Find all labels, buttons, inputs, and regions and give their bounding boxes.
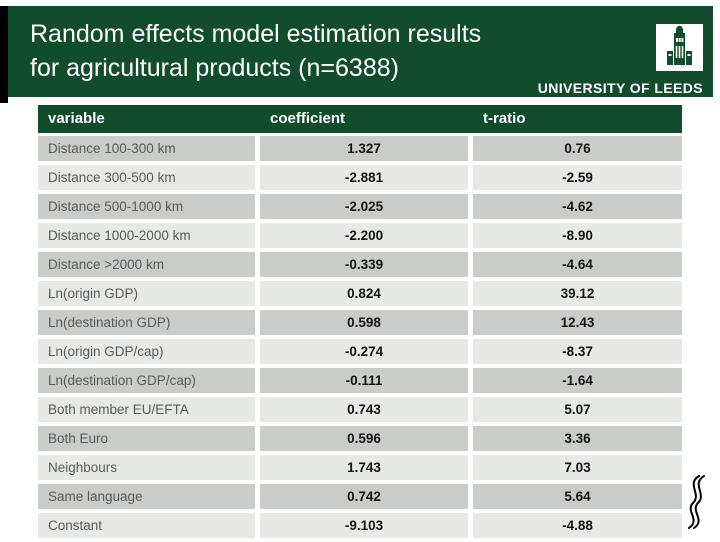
coefficient-cell: -2.200 [260,223,468,248]
t-ratio-cell: 39.12 [473,281,682,306]
coefficient-cell: -2.025 [260,194,468,219]
t-ratio-cell: -4.88 [473,513,682,538]
logo-text: UNIVERSITY OF LEEDS [537,80,703,96]
coefficient-cell: -0.111 [260,368,468,393]
variable-cell: Both Euro [38,426,255,451]
coefficient-cell: -0.339 [260,252,468,277]
table-row: Ln(destination GDP/cap) -0.111 -1.64 [38,368,682,393]
slide-title-line1: Random effects model estimation results [30,20,482,48]
double-s-flourish-icon [688,475,705,529]
variable-cell: Distance 100-300 km [38,136,255,161]
t-ratio-cell: -4.62 [473,194,682,219]
variable-cell: Ln(destination GDP/cap) [38,368,255,393]
t-ratio-cell: -1.64 [473,368,682,393]
university-logo: UNIVERSITY OF LEEDS [538,24,703,96]
table-header-row: variable coefficient t-ratio [38,105,682,133]
table-row: Same language 0.742 5.64 [38,484,682,509]
table-row: Both Euro 0.596 3.36 [38,426,682,451]
table-row: Ln(origin GDP/cap) -0.274 -8.37 [38,339,682,364]
table-row: Distance 300-500 km -2.881 -2.59 [38,165,682,190]
column-header-variable: variable [48,110,105,127]
t-ratio-cell: 12.43 [473,310,682,335]
table-row: Distance 1000-2000 km -2.200 -8.90 [38,223,682,248]
t-ratio-cell: -2.59 [473,165,682,190]
table-row: Ln(destination GDP) 0.598 12.43 [38,310,682,335]
title-banner: Random effects model estimation results … [8,6,713,97]
table-row: Distance 500-1000 km -2.025 -4.62 [38,194,682,219]
table-row: Both member EU/EFTA 0.743 5.07 [38,397,682,422]
coefficient-cell: 1.327 [260,136,468,161]
t-ratio-cell: 5.64 [473,484,682,509]
table-body: Distance 100-300 km 1.327 0.76 Distance 300… [38,136,682,538]
variable-cell: Distance >2000 km [38,252,255,277]
t-ratio-cell: -4.64 [473,252,682,277]
t-ratio-cell: 0.76 [473,136,682,161]
coefficient-cell: -2.881 [260,165,468,190]
t-ratio-cell: -8.37 [473,339,682,364]
coefficient-cell: 1.743 [260,455,468,480]
coefficient-cell: 0.742 [260,484,468,509]
coefficient-cell: 0.598 [260,310,468,335]
t-ratio-cell: 7.03 [473,455,682,480]
slide-title-line2: for agricultural products (n=6388) [30,54,399,82]
variable-cell: Constant [38,513,255,538]
leeds-tower-icon [656,24,703,71]
t-ratio-cell: -8.90 [473,223,682,248]
coefficient-cell: 0.824 [260,281,468,306]
t-ratio-cell: 5.07 [473,397,682,422]
results-table: variable coefficient t-ratio Distance 10… [38,105,682,542]
left-accent-bar [0,6,8,103]
variable-cell: Ln(destination GDP) [38,310,255,335]
variable-cell: Ln(origin GDP/cap) [38,339,255,364]
variable-cell: Neighbours [38,455,255,480]
table-row: Distance >2000 km -0.339 -4.64 [38,252,682,277]
coefficient-cell: -0.274 [260,339,468,364]
variable-cell: Ln(origin GDP) [38,281,255,306]
column-header-t-ratio: t-ratio [483,110,526,127]
table-row: Neighbours 1.743 7.03 [38,455,682,480]
coefficient-cell: 0.596 [260,426,468,451]
table-row: Constant -9.103 -4.88 [38,513,682,538]
variable-cell: Same language [38,484,255,509]
table-row: Distance 100-300 km 1.327 0.76 [38,136,682,161]
t-ratio-cell: 3.36 [473,426,682,451]
variable-cell: Distance 300-500 km [38,165,255,190]
coefficient-cell: -9.103 [260,513,468,538]
slide-title: Random effects model estimation results … [30,17,481,85]
table-row: Ln(origin GDP) 0.824 39.12 [38,281,682,306]
column-header-coefficient: coefficient [270,110,346,127]
coefficient-cell: 0.743 [260,397,468,422]
variable-cell: Distance 1000-2000 km [38,223,255,248]
variable-cell: Both member EU/EFTA [38,397,255,422]
variable-cell: Distance 500-1000 km [38,194,255,219]
